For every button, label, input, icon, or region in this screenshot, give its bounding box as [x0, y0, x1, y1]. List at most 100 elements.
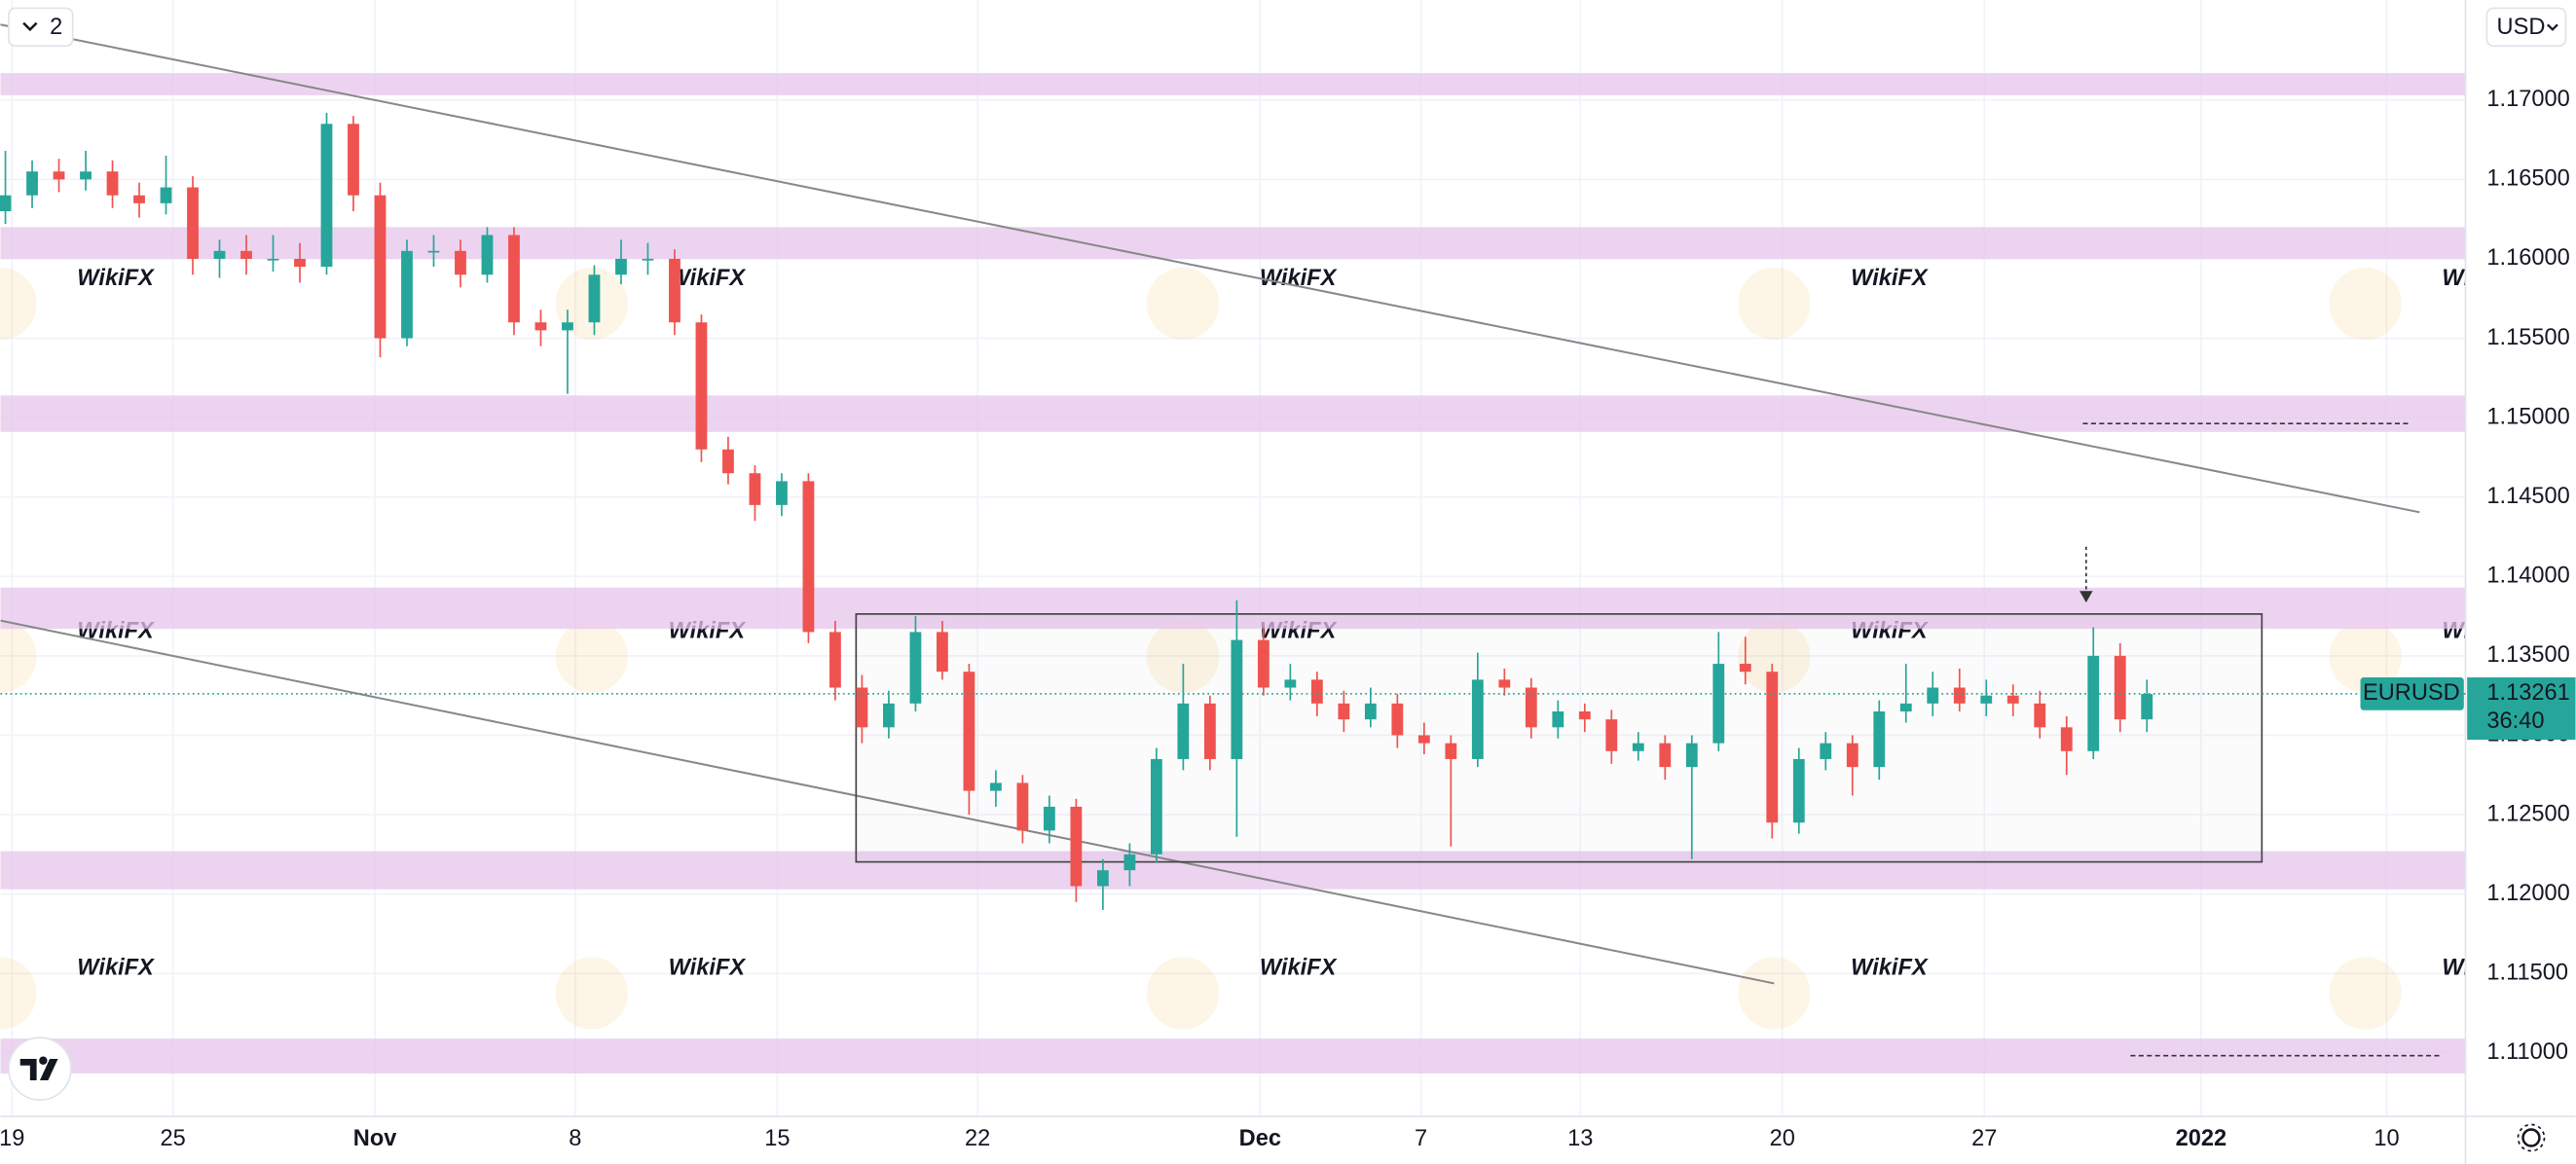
x-tick-label: 8 — [569, 1126, 581, 1151]
candle-body — [26, 171, 38, 196]
currency-button[interactable] — [2485, 7, 2567, 48]
x-tick-label: 27 — [1971, 1126, 1997, 1151]
candle-body — [1364, 703, 1377, 720]
watermark-logo — [1146, 620, 1220, 693]
candle-body — [1070, 806, 1083, 887]
candle-body — [2060, 727, 2073, 751]
x-tick-label: 25 — [160, 1126, 185, 1151]
candle-body — [1525, 687, 1537, 728]
candle-body — [1712, 664, 1725, 744]
x-tick-label: Nov — [353, 1126, 397, 1151]
x-tick-label: 19 — [0, 1126, 24, 1151]
candles — [0, 112, 2153, 910]
y-tick-label: 1.14000 — [2486, 564, 2569, 589]
candle-body — [294, 258, 306, 268]
candle-body — [989, 782, 1002, 791]
candle-body — [642, 258, 654, 261]
range-box — [855, 613, 2263, 863]
y-tick-label: 1.11000 — [2486, 1039, 2568, 1065]
trend-line — [0, 23, 2420, 514]
settings-icon[interactable] — [2521, 1128, 2541, 1147]
watermark: WikiFX — [1851, 266, 1929, 291]
watermark: WikiFX — [669, 266, 747, 291]
price-tag — [2467, 677, 2576, 741]
x-tick-label: 15 — [764, 1126, 790, 1151]
candle-body — [937, 632, 948, 673]
zone — [0, 227, 2466, 259]
y-tick-label: 1.17000 — [2486, 87, 2569, 112]
candle-body — [1980, 695, 1993, 704]
countdown: 36:40 — [2486, 709, 2544, 734]
candle-body — [1445, 743, 1457, 759]
watermark: WikiFX — [669, 955, 747, 980]
last-price-label: 1.13261 — [2486, 680, 2569, 706]
settings-icon — [2517, 1123, 2546, 1152]
watermark: WikiFX — [1851, 955, 1929, 980]
candle-body — [1578, 710, 1591, 720]
candle-body — [1123, 854, 1136, 871]
candle-body — [53, 171, 65, 180]
candle-body — [963, 672, 975, 791]
zone — [0, 395, 2466, 432]
watermark: WikiFX — [77, 955, 155, 980]
candle-body — [749, 473, 761, 505]
candle-body — [1016, 782, 1029, 831]
candle-body — [401, 250, 413, 339]
trend-line — [0, 619, 1775, 985]
symbol-label: EURUSD — [2363, 680, 2460, 706]
x-tick-label: 7 — [1415, 1126, 1427, 1151]
watermark-logo — [1146, 267, 1220, 341]
watermark-logo — [1738, 267, 1811, 341]
logo-button[interactable] — [8, 1037, 72, 1102]
arrow-head — [2079, 591, 2093, 603]
zone — [0, 73, 2466, 95]
candle-body — [1471, 679, 1484, 759]
currency: USD — [2497, 15, 2546, 40]
watermark-logo — [1738, 620, 1811, 693]
zone — [0, 851, 2466, 890]
candle-body — [1820, 743, 1832, 759]
watermark-logo — [0, 620, 37, 693]
candle-body — [802, 481, 815, 633]
candle-body — [1096, 870, 1109, 887]
controls: 2 USD — [8, 7, 2567, 1152]
candle-body — [1257, 639, 1270, 688]
x-tick-label: 20 — [1770, 1126, 1795, 1151]
candle-body — [1338, 703, 1350, 720]
y-tick-label: 1.15000 — [2486, 404, 2569, 429]
candle-body — [320, 124, 333, 268]
candle-body — [0, 195, 12, 212]
watermark-logo — [555, 620, 628, 693]
candle-body — [534, 322, 547, 331]
time-axis-panel — [0, 1116, 2466, 1164]
chevron — [2547, 23, 2558, 31]
candle-body — [1043, 806, 1055, 831]
drawings — [0, 23, 2443, 1057]
x-tick-label: Dec — [1239, 1126, 1281, 1151]
candle-body — [481, 235, 494, 275]
candle-body — [1632, 743, 1644, 751]
candle-body — [669, 258, 681, 323]
candle-body — [1846, 743, 1858, 768]
candle-body — [1953, 687, 1966, 704]
x-tick-label: 2022 — [2176, 1126, 2227, 1151]
collapse-button[interactable] — [8, 7, 74, 48]
y-tick-label: 1.16000 — [2486, 245, 2569, 271]
candle-body — [1739, 664, 1751, 673]
candle-body — [213, 250, 226, 259]
y-tick-label: 1.16500 — [2486, 166, 2569, 192]
badge-count: 2 — [50, 15, 62, 40]
candle-body — [427, 250, 440, 253]
logo — [19, 1059, 58, 1080]
candle-body — [187, 187, 199, 259]
watermark: WikiFX — [77, 266, 155, 291]
candle-body — [829, 632, 841, 688]
candle-body — [348, 124, 359, 196]
logo — [39, 1056, 48, 1065]
y-tick-label: 1.14500 — [2486, 484, 2569, 509]
candle-body — [1792, 758, 1805, 823]
candle-body — [1391, 703, 1404, 736]
chevron — [22, 21, 38, 32]
